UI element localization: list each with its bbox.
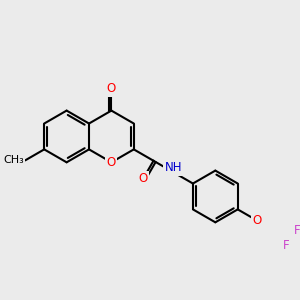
Text: O: O <box>252 214 261 227</box>
Text: O: O <box>139 172 148 185</box>
Text: O: O <box>107 156 116 169</box>
Text: CH₃: CH₃ <box>3 155 24 165</box>
Text: F: F <box>283 239 289 252</box>
Text: O: O <box>107 82 116 95</box>
Text: F: F <box>294 224 300 237</box>
Text: NH: NH <box>164 161 182 174</box>
